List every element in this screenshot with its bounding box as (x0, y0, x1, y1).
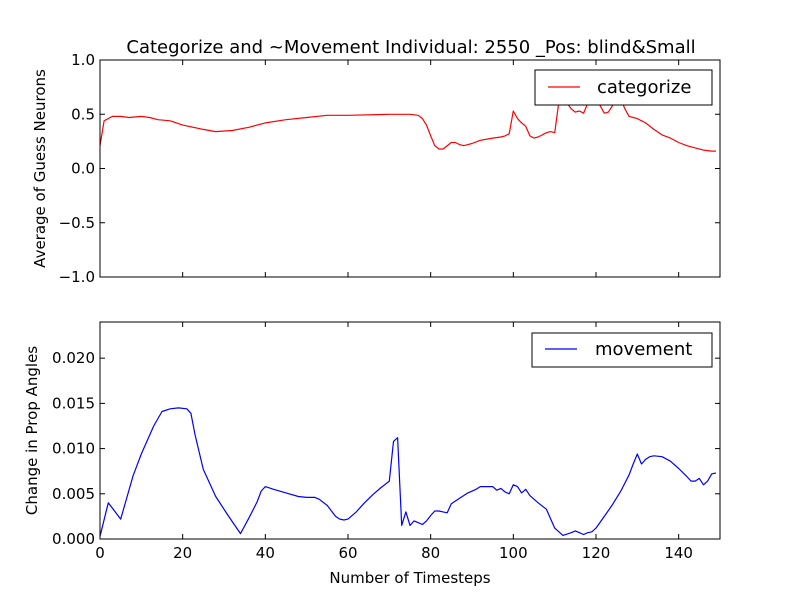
top-y-tick-label: 0.0 (71, 160, 95, 178)
bottom-y-tick-label: 0.010 (52, 440, 95, 458)
bottom-x-tick-label: 120 (582, 544, 611, 562)
bottom-y-tick-label: 0.000 (52, 530, 95, 548)
bottom-x-tick-label: 40 (256, 544, 275, 562)
bottom-y-tick-label: 0.020 (52, 349, 95, 367)
bottom-x-tick-label: 60 (338, 544, 357, 562)
top-y-tick-label: −0.5 (59, 214, 95, 232)
bottom-x-axis-label: Number of Timesteps (329, 569, 490, 587)
bottom-x-tick-label: 140 (664, 544, 693, 562)
bottom-x-tick-label: 20 (173, 544, 192, 562)
top-y-tick-label: 0.5 (71, 105, 95, 123)
bottom-y-axis: 0.000 0.005 0.010 0.015 0.020 (52, 349, 720, 548)
bottom-x-tick-label: 0 (95, 544, 105, 562)
top-y-tick-label: 1.0 (71, 51, 95, 69)
bottom-legend: movement (531, 332, 713, 368)
top-series-layer (99, 96, 716, 152)
bottom-x-tick-label: 100 (499, 544, 528, 562)
bottom-chart: 0 20 40 60 80 100 120 140 0.0000.0050.0100.0150… (23, 321, 721, 587)
bottom-series-line-movement (99, 407, 717, 537)
bottom-y-axis-label: Change in Prop Angles (23, 346, 41, 515)
bottom-x-axis: 0 20 40 60 80 100 120 140 (95, 322, 693, 562)
bottom-legend-box (531, 332, 713, 368)
top-x-axis (99, 60, 680, 277)
bottom-y-tick-label: 0.015 (52, 394, 95, 412)
top-y-tick-label: −1.0 (59, 268, 95, 286)
bottom-legend-label: movement (595, 339, 692, 360)
top-y-axis-label: Average of Guess Neurons (31, 69, 49, 268)
top-legend: categorize (534, 69, 713, 106)
top-chart: Categorize and ~Movement Individual: 255… (31, 37, 721, 286)
bottom-plot-frame (99, 321, 721, 540)
bottom-series-layer (99, 407, 717, 537)
chart-title: Categorize and ~Movement Individual: 255… (126, 37, 695, 58)
top-series-line-categorize (99, 96, 716, 152)
bottom-y-tick-label: 0.005 (52, 485, 95, 503)
top-legend-label: categorize (597, 77, 691, 98)
bottom-x-tick-label: 80 (421, 544, 440, 562)
top-y-axis: −1.0 −0.5 0.0 0.5 1.0 (59, 51, 720, 286)
